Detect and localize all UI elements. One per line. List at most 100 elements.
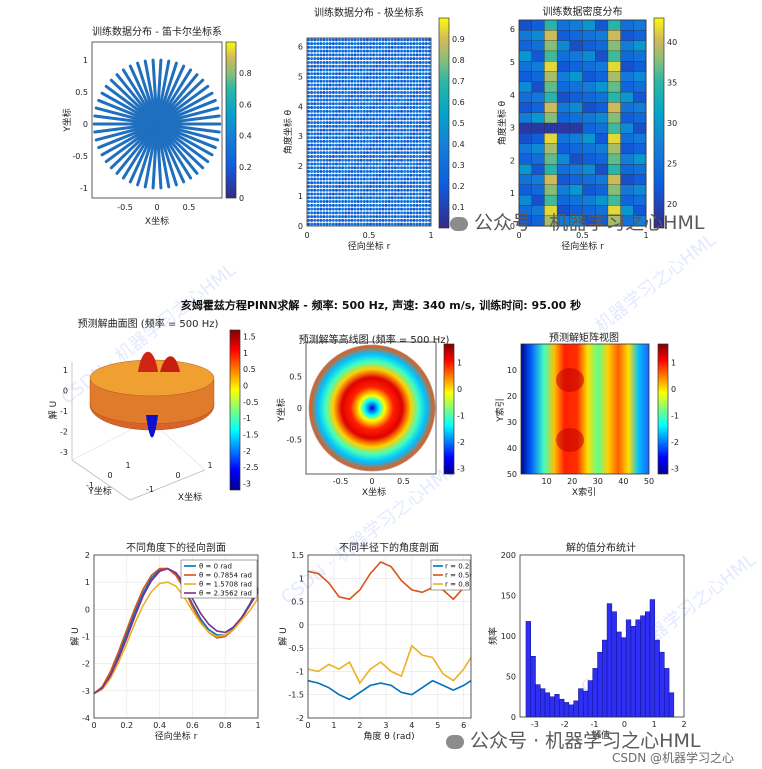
sample-point xyxy=(319,64,323,68)
sample-point xyxy=(427,57,431,61)
sample-point xyxy=(424,109,428,113)
x-tick-label: 40 xyxy=(618,477,628,486)
sample-point xyxy=(390,196,394,200)
sample-point xyxy=(313,94,317,98)
sample-point xyxy=(424,53,428,57)
sample-point xyxy=(353,68,357,72)
sample-point xyxy=(350,106,354,110)
sample-point xyxy=(341,181,345,185)
sample-point xyxy=(341,139,345,143)
sample-point xyxy=(334,109,338,113)
sample-point xyxy=(400,169,404,173)
sample-point xyxy=(415,136,419,140)
sample-point xyxy=(356,177,360,181)
sample-point xyxy=(310,136,314,140)
sample-point xyxy=(322,106,326,110)
y-tick-label: 1 xyxy=(85,578,90,587)
sample-point xyxy=(310,203,314,207)
sample-point xyxy=(409,75,413,79)
sample-point xyxy=(375,185,379,189)
sample-point xyxy=(378,83,382,87)
sample-point xyxy=(328,192,332,196)
sample-point xyxy=(341,203,345,207)
density-cell xyxy=(620,19,634,31)
x-tick-label: 0.5 xyxy=(397,477,410,486)
sample-point xyxy=(403,75,407,79)
sample-point xyxy=(378,106,382,110)
density-cell xyxy=(569,91,583,103)
y-axis-label: 频率 xyxy=(487,627,499,645)
sample-point xyxy=(341,166,345,170)
sample-point xyxy=(310,143,314,147)
sample-point xyxy=(325,196,329,200)
sample-point xyxy=(344,49,348,53)
wechat-icon xyxy=(446,734,464,749)
csdn-credit: CSDN @机器学习之心 xyxy=(612,751,735,765)
sample-point xyxy=(338,203,342,207)
sample-point xyxy=(334,57,338,61)
sample-point xyxy=(359,102,363,106)
sample-point xyxy=(350,45,354,49)
sample-point xyxy=(322,203,326,207)
sample-point xyxy=(365,109,369,113)
sample-point xyxy=(403,72,407,76)
sample-point xyxy=(350,166,354,170)
sample-point xyxy=(418,203,422,207)
sample-point xyxy=(365,45,369,49)
sample-point xyxy=(319,87,323,91)
sample-point xyxy=(310,154,314,158)
sample-point xyxy=(412,64,416,68)
sample-point xyxy=(384,185,388,189)
colorbar-tick-label: 20 xyxy=(667,200,677,209)
sample-point xyxy=(418,185,422,189)
sample-point xyxy=(313,124,317,128)
sample-point xyxy=(362,162,366,166)
plot-frame xyxy=(91,41,223,199)
sample-point xyxy=(412,38,416,42)
sample-point xyxy=(310,102,314,106)
y-tick-label: -1.5 xyxy=(288,691,304,700)
sample-point xyxy=(319,192,323,196)
sample-point xyxy=(421,128,425,132)
density-cell xyxy=(556,112,571,124)
density-cell xyxy=(569,122,583,134)
sample-point xyxy=(365,143,369,147)
sample-point xyxy=(334,72,338,76)
sample-point xyxy=(406,53,410,57)
sample-point xyxy=(390,60,394,64)
sample-point xyxy=(310,124,314,128)
sample-point xyxy=(375,166,379,170)
sample-point xyxy=(334,75,338,79)
density-cell xyxy=(531,122,545,134)
sample-point xyxy=(375,215,379,219)
sample-point xyxy=(381,139,385,143)
sample-point xyxy=(347,173,351,177)
sample-point xyxy=(369,102,373,106)
y-tick-label: -0.5 xyxy=(288,644,304,653)
sample-point xyxy=(378,192,382,196)
sample-point xyxy=(393,222,397,226)
sample-point xyxy=(344,147,348,151)
sample-point xyxy=(381,42,385,46)
sample-point xyxy=(418,79,422,83)
sample-point xyxy=(316,177,320,181)
sample-point xyxy=(393,60,397,64)
sample-point xyxy=(406,211,410,215)
density-cell xyxy=(582,194,596,206)
x-tick-label: 6 xyxy=(461,721,466,730)
density-cell xyxy=(556,153,571,165)
sample-point xyxy=(316,203,320,207)
sample-point xyxy=(400,192,404,196)
sample-point xyxy=(319,169,323,173)
sample-point xyxy=(415,154,419,158)
sample-point xyxy=(316,64,320,68)
sample-point xyxy=(344,203,348,207)
sample-point xyxy=(403,124,407,128)
sample-point xyxy=(313,75,317,79)
z-tick-label: -3 xyxy=(60,448,68,457)
sample-point xyxy=(328,124,332,128)
sample-point xyxy=(350,98,354,102)
density-cell xyxy=(582,163,596,175)
sample-point xyxy=(338,72,342,76)
histogram-bar xyxy=(625,619,632,718)
